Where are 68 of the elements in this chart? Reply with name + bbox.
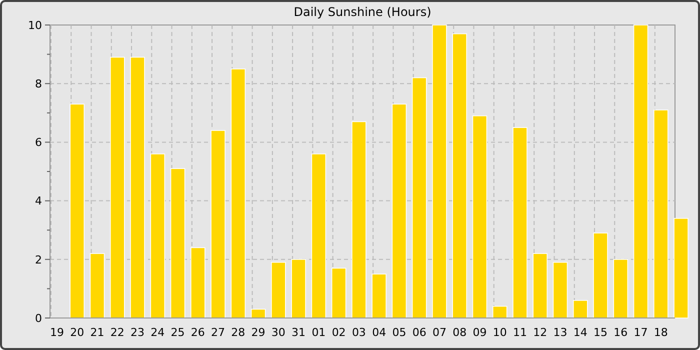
x-tick-label: 07	[432, 326, 446, 339]
y-tick-label: 6	[35, 136, 42, 150]
bar	[452, 33, 467, 318]
x-tick-label: 12	[533, 326, 548, 339]
bar	[352, 121, 366, 318]
x-tick-label: 30	[271, 326, 286, 339]
x-tick-label: 22	[110, 326, 124, 339]
bar	[311, 154, 326, 318]
bar	[150, 154, 166, 318]
y-tick-label: 8	[35, 77, 42, 90]
x-tick-label: 31	[292, 326, 306, 339]
y-tick-label: 0	[35, 312, 42, 325]
y-tick-label: 10	[28, 18, 42, 32]
x-tick-label: 24	[150, 326, 165, 339]
x-tick-label: 13	[553, 326, 568, 339]
bar	[210, 130, 226, 318]
bar	[90, 253, 105, 318]
x-tick-label: 20	[70, 326, 84, 339]
bar	[472, 115, 488, 318]
bar	[512, 127, 528, 318]
bar	[70, 104, 85, 318]
x-tick-label: 25	[170, 326, 185, 339]
bar	[572, 300, 588, 318]
bar	[130, 56, 145, 318]
chart-title: Daily Sunshine (Hours)	[294, 5, 432, 19]
bar	[633, 24, 648, 318]
y-tick-label: 4	[35, 194, 42, 208]
bar	[230, 68, 246, 318]
bar	[271, 262, 286, 318]
x-tick-label: 21	[90, 326, 104, 339]
bar	[170, 168, 186, 318]
x-tick-label: 11	[512, 326, 527, 339]
x-tick-label: 09	[472, 326, 487, 339]
x-tick-label: 26	[190, 326, 205, 339]
bar	[372, 274, 386, 318]
x-tick-label: 17	[634, 326, 648, 339]
x-tick-label: 06	[412, 326, 426, 339]
x-tick-label: 02	[332, 326, 346, 339]
x-tick-label: 04	[372, 326, 386, 339]
x-tick-label: 08	[452, 326, 467, 339]
bar	[532, 253, 548, 318]
bar	[674, 218, 688, 318]
x-tick-label: 18	[654, 326, 668, 339]
bar	[432, 24, 447, 318]
bar	[110, 56, 125, 318]
x-tick-label: 14	[573, 326, 588, 339]
y-tick-label: 2	[35, 253, 42, 266]
x-tick-label: 16	[614, 326, 628, 339]
bar	[291, 259, 306, 318]
bar	[392, 104, 407, 318]
x-tick-label: 10	[492, 326, 507, 339]
x-tick-label: 19	[50, 326, 64, 339]
x-tick-label: 03	[352, 326, 366, 339]
x-tick-label: 23	[130, 326, 145, 339]
x-tick-label: 29	[251, 326, 266, 339]
x-tick-label: 01	[312, 326, 326, 339]
x-tick-label: 05	[392, 326, 406, 339]
x-tick-label: 15	[594, 326, 608, 339]
bar	[593, 232, 608, 318]
x-tick-label: 28	[231, 326, 246, 339]
x-tick-label: 27	[211, 326, 226, 339]
bar	[412, 77, 427, 318]
bar	[552, 262, 568, 318]
bar	[613, 259, 628, 318]
bar	[492, 306, 508, 318]
bar	[190, 247, 206, 318]
bar	[331, 268, 346, 318]
bar	[654, 110, 668, 318]
